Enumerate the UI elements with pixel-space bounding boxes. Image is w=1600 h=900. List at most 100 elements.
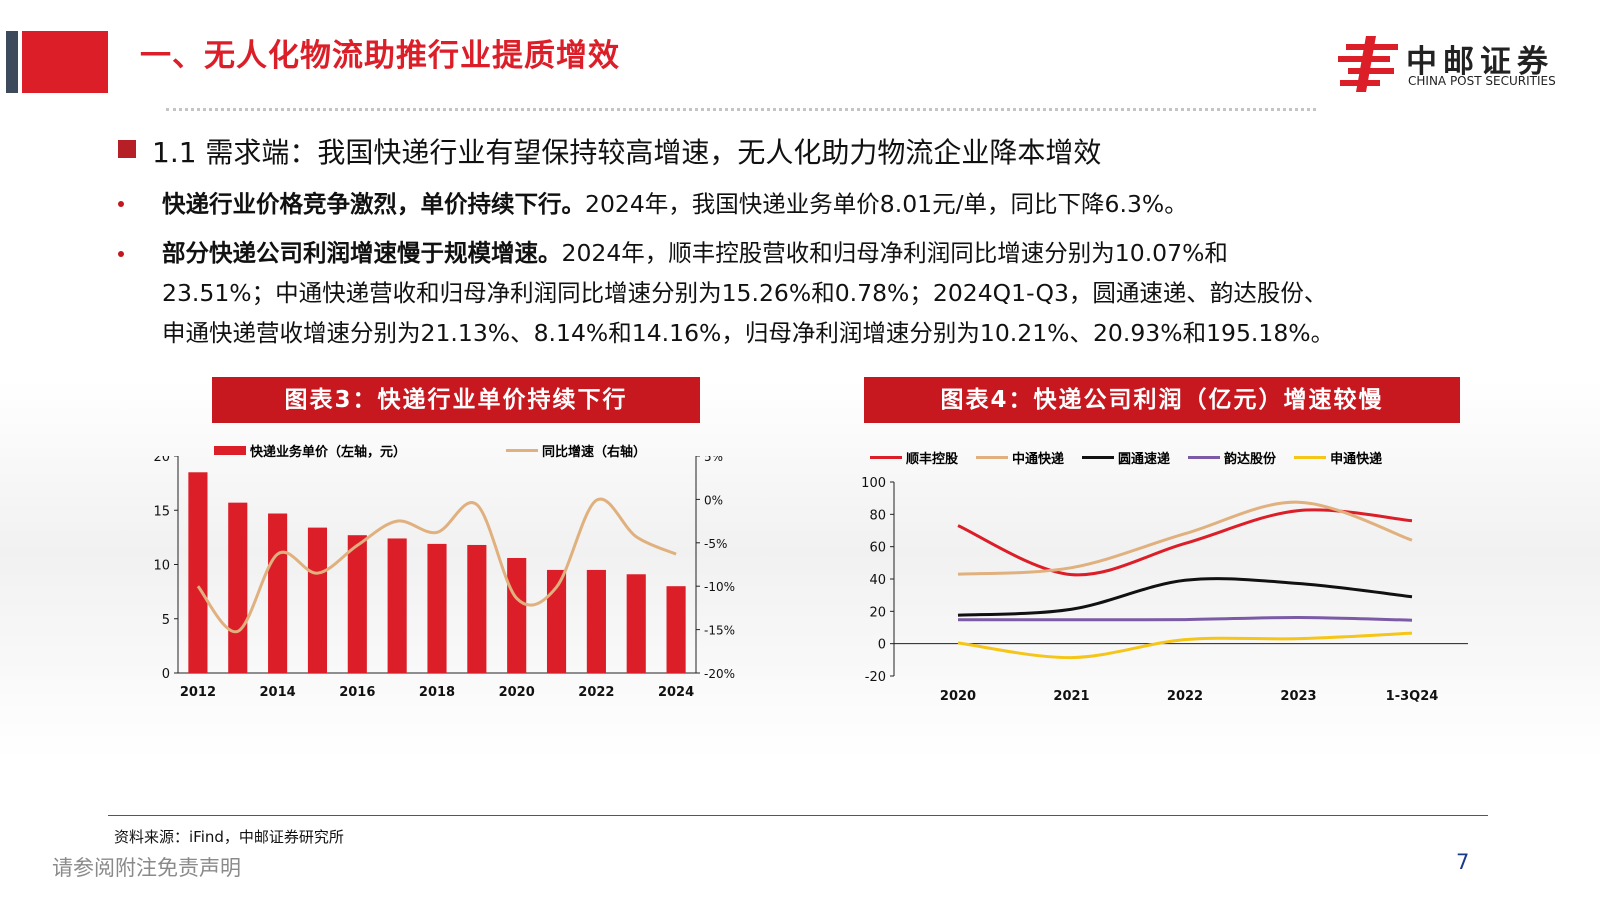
chart4-legend-label: 圆通速递: [1118, 452, 1171, 467]
chart3-bar: [268, 513, 288, 673]
chart4-series-line: [957, 508, 1413, 577]
chart3-x-tick-label: 2014: [260, 685, 296, 700]
chart4: -20 0 20 40 60 80 100 2020 2021 2022 2023 1-3Q24: [850, 466, 1490, 722]
source-note: 资料来源：iFind，中邮证券研究所: [114, 828, 344, 846]
chart4-x-tick-label: 2022: [1167, 689, 1203, 704]
bullet-dot-icon: [118, 201, 124, 207]
chart4-legend-item: 顺丰控股: [870, 448, 958, 467]
chart3-x-tick-label: 2018: [419, 685, 455, 700]
page-title: 一、无人化物流助推行业提质增效: [140, 38, 620, 74]
chart3-bar: [546, 569, 567, 673]
disclaimer-link[interactable]: 请参阅附注免责声明: [52, 856, 241, 880]
chart3-growth-line: [196, 497, 677, 633]
chart3-legend-label: 快递业务单价（左轴，元）: [250, 445, 407, 460]
bullet-paragraph-2: 部分快递公司利润增速慢于规模增速。2024年，顺丰控股营收和归母净利润同比增速分…: [162, 233, 1562, 353]
page-number: 7: [1456, 850, 1470, 874]
chart3-bar: [467, 544, 487, 673]
bullet-1-text: 2024年，我国快递业务单价8.01元/单，同比下降6.3%。: [585, 190, 1188, 218]
chart3-x-tick-label: 2012: [180, 685, 216, 700]
chart4-svg: -20 0 20 40 60 80 100 2020 2021 2022 2023 1-3Q24: [861, 476, 1468, 704]
legend-bar-swatch-icon: [214, 446, 246, 455]
chart3-title-banner: 图表3：快递行业单价持续下行: [212, 377, 700, 423]
chart4-title-banner: 图表4：快递公司利润（亿元）增速较慢: [864, 377, 1460, 423]
legend-line-swatch-icon: [1294, 456, 1327, 459]
header-accent-red: [22, 31, 108, 93]
chart3-x-tick-label: 2022: [578, 685, 614, 700]
chart3-x-tick-label: 2020: [499, 685, 535, 700]
legend-line-swatch-icon: [1188, 456, 1221, 459]
chart3-legend-label: 同比增速（右轴）: [542, 445, 647, 460]
chart3-right-tick-label: -10%: [704, 580, 735, 594]
chart4-x-tick-label: 2020: [940, 689, 976, 704]
chart3-left-tick-label: 0: [162, 667, 170, 682]
section-title: 1.1 需求端：我国快递行业有望保持较高增速，无人化助力物流企业降本增效: [152, 136, 1102, 169]
legend-line-swatch-icon: [1082, 456, 1115, 459]
chart4-y-tick-label: 100: [861, 476, 886, 491]
chart4-y-tick-label: 20: [869, 605, 886, 620]
chart3-left-tick-label: 15: [153, 504, 170, 519]
section-bullet-icon: [118, 140, 136, 158]
chart3-bar: [666, 586, 686, 673]
logo-mark-icon: [1338, 36, 1398, 92]
chart3-x-tick-label: 2016: [339, 685, 375, 700]
chart3-legend-item-bar: 快递业务单价（左轴，元）: [214, 441, 406, 460]
chart4-series-line: [957, 631, 1413, 660]
chart3-bar: [626, 574, 646, 673]
chart3-right-tick-label: 5%: [704, 456, 723, 464]
bullet-2-text-line1: 2024年，顺丰控股营收和归母净利润同比增速分别为10.07%和: [561, 239, 1228, 267]
chart3-bar: [228, 502, 248, 673]
bullet-dot-icon: [118, 251, 124, 257]
chart3-legend: 快递业务单价（左轴，元） 同比增速（右轴）: [214, 441, 664, 460]
bullet-1-bold: 快递行业价格竞争激烈，单价持续下行。: [162, 190, 585, 218]
chart3-left-tick-label: 10: [153, 559, 170, 574]
bullet-2-text-line2: 23.51%；中通快递营收和归母净利润同比增速分别为15.26%和0.78%；2…: [162, 279, 1328, 307]
legend-line-swatch-icon: [976, 456, 1009, 459]
chart3-bar: [347, 535, 367, 673]
company-logo: 中邮证券 CHINA POST SECURITIES: [1336, 34, 1576, 94]
bullet-2-bold: 部分快递公司利润增速慢于规模增速。: [162, 239, 562, 267]
chart3-bar: [387, 538, 407, 673]
chart3-right-tick-label: -20%: [704, 667, 735, 681]
chart4-legend-label: 中通快递: [1012, 452, 1065, 467]
chart3-x-tick-label: 2024: [658, 685, 694, 700]
logo-text-en: CHINA POST SECURITIES: [1408, 74, 1556, 88]
legend-line-swatch-icon: [506, 449, 539, 452]
legend-line-swatch-icon: [870, 456, 902, 459]
chart4-x-tick-label: 2023: [1280, 689, 1316, 704]
chart4-x-tick-label: 2021: [1053, 689, 1089, 704]
bullet-2-text-line3: 申通快递营收增速分别为21.13%、8.14%和14.16%，归母净利润增速分别…: [162, 319, 1335, 347]
chart3-legend-item-line: 同比增速（右轴）: [506, 441, 646, 460]
chart3-right-tick-label: -5%: [704, 537, 727, 551]
bullet-paragraph-1: 快递行业价格竞争激烈，单价持续下行。2024年，我国快递业务单价8.01元/单，…: [162, 184, 1562, 224]
chart4-legend: 顺丰控股 中通快递 圆通速递 韵达股份 申通快递: [870, 448, 1400, 467]
chart4-y-tick-label: -20: [865, 670, 886, 685]
chart3-bar: [307, 527, 328, 673]
chart4-legend-item: 申通快递: [1294, 448, 1382, 467]
chart4-legend-label: 韵达股份: [1224, 452, 1277, 467]
chart3-left-tick-label: 20: [153, 456, 170, 465]
chart4-series-line: [957, 500, 1413, 576]
chart4-legend-label: 申通快递: [1330, 452, 1383, 467]
chart3: 0 5 10 15 20 -20% -15% -10% -5% 0% 5% 2012 2014 2016 2…: [140, 450, 760, 716]
chart3-left-tick-label: 5: [162, 613, 170, 628]
chart4-legend-item: 圆通速递: [1082, 448, 1170, 467]
header-divider: [166, 108, 1316, 111]
chart3-right-tick-label: -15%: [704, 624, 735, 638]
chart3-right-tick-label: 0%: [704, 493, 723, 507]
chart4-legend-item: 中通快递: [976, 448, 1064, 467]
chart4-y-tick-label: 0: [878, 638, 886, 653]
footer-divider: [108, 815, 1488, 816]
chart3-bar: [507, 557, 527, 673]
chart4-y-tick-label: 80: [869, 508, 886, 523]
chart3-bar: [586, 569, 606, 673]
chart3-svg: 0 5 10 15 20 -20% -15% -10% -5% 0% 5% 2012 2014 2016 2…: [153, 450, 735, 700]
chart4-series-line: [957, 577, 1413, 617]
chart4-legend-item: 韵达股份: [1188, 448, 1276, 467]
chart3-bar: [188, 472, 208, 673]
chart4-series-line: [957, 615, 1413, 622]
chart4-legend-label: 顺丰控股: [906, 452, 959, 467]
chart4-y-tick-label: 40: [869, 573, 886, 588]
chart3-bar: [427, 543, 447, 673]
header-accent-gray: [6, 31, 18, 93]
chart4-y-tick-label: 60: [869, 541, 886, 556]
